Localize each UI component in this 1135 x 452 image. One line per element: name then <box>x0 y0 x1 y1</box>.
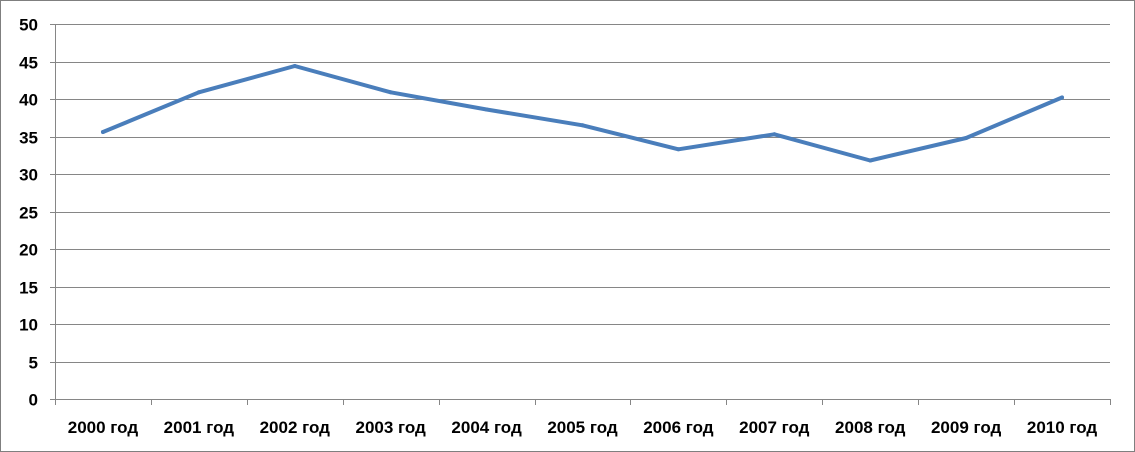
y-tick-label: 0 <box>29 391 38 410</box>
y-tick-label: 5 <box>29 354 38 373</box>
data-point <box>676 147 681 152</box>
data-point <box>484 107 489 112</box>
y-tick-label: 25 <box>19 204 38 223</box>
y-axis: 0 5 10 15 20 25 30 35 40 45 50 <box>19 16 56 410</box>
data-point <box>964 136 969 140</box>
data-point <box>292 64 297 68</box>
data-point <box>868 158 873 163</box>
x-tick-label: 2001 год <box>164 418 235 437</box>
x-tick-label: 2002 год <box>260 418 331 437</box>
x-tick-label: 2008 год <box>835 418 906 437</box>
y-tick-label: 30 <box>19 166 38 185</box>
data-point <box>772 132 777 137</box>
x-tick-label: 2004 год <box>451 418 522 437</box>
data-point <box>100 130 105 134</box>
y-tick-label: 35 <box>19 129 38 148</box>
data-point <box>1060 95 1065 100</box>
data-point <box>580 123 585 128</box>
y-tick-label: 20 <box>19 241 38 260</box>
y-tick-label: 45 <box>19 54 38 73</box>
y-tick-label: 15 <box>19 279 38 298</box>
x-tick-label: 2010 год <box>1027 418 1098 437</box>
x-tick-label: 2007 год <box>739 418 810 437</box>
x-tick-label: 2003 год <box>356 418 427 437</box>
x-tick-label: 2005 год <box>547 418 618 437</box>
x-tick-label: 2009 год <box>931 418 1002 437</box>
series-line <box>101 64 1064 163</box>
x-tick-label: 2000 год <box>68 418 139 437</box>
y-tick-label: 10 <box>19 316 38 335</box>
y-tick-label: 40 <box>19 91 38 110</box>
x-axis: 2000 год 2001 год 2002 год 2003 год 2004 год… <box>55 399 1111 437</box>
data-point <box>196 90 201 95</box>
gridlines <box>55 24 1110 363</box>
x-tick-label: 2006 год <box>643 418 714 437</box>
series-group <box>100 64 1065 163</box>
data-point <box>388 90 393 95</box>
y-tick-label: 50 <box>19 16 38 35</box>
